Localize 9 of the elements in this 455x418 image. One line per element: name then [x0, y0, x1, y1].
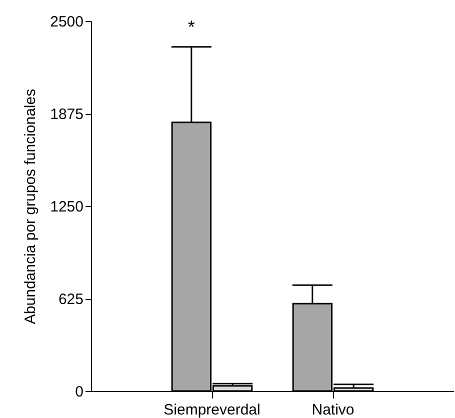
- y-tick-label: 0: [75, 384, 84, 400]
- x-tick-label: Siempreverdal: [164, 402, 260, 418]
- y-tick-label: 625: [58, 291, 84, 308]
- y-axis-title: Abundancia por grupos funcionales: [22, 88, 40, 324]
- annotation: *: [188, 17, 195, 37]
- y-tick-label: 1250: [50, 198, 84, 216]
- y-tick-label: 2500: [50, 14, 84, 30]
- x-tick-label: Nativo: [312, 402, 354, 418]
- y-tick-label: 1875: [50, 106, 84, 123]
